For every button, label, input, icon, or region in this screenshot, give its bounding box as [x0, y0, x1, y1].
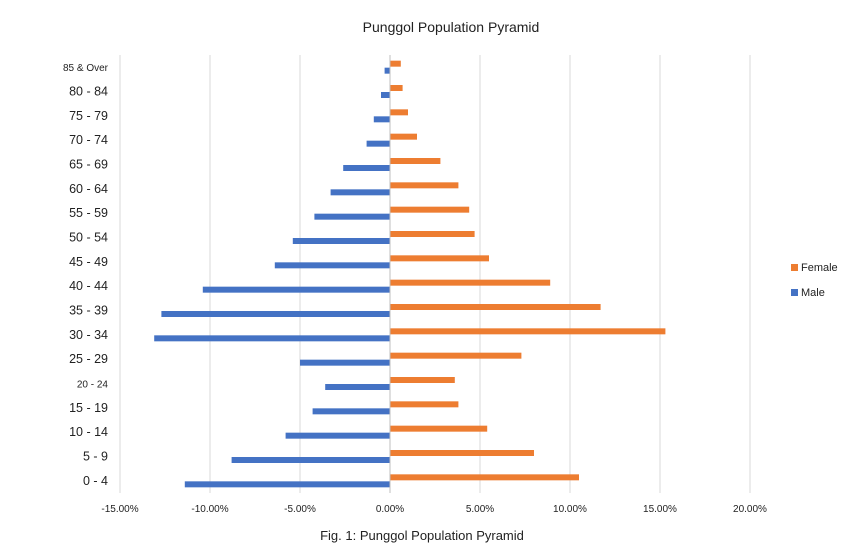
figure-caption: Fig. 1: Punggol Population Pyramid: [320, 528, 524, 543]
male-bar: [312, 408, 390, 415]
category-label: 0 - 4: [83, 474, 108, 488]
male-bar: [330, 189, 390, 196]
female-bar: [390, 231, 475, 237]
category-label: 75 - 79: [69, 109, 108, 123]
category-label: 5 - 9: [83, 450, 108, 464]
x-tick-label: 10.00%: [553, 504, 587, 515]
male-bar: [366, 140, 390, 147]
female-bar: [390, 352, 522, 359]
legend-swatch: [791, 289, 798, 296]
female-bar: [390, 133, 417, 140]
x-tick-label: -15.00%: [101, 504, 138, 515]
x-tick-label: 5.00%: [466, 504, 494, 515]
category-label: 65 - 69: [69, 158, 108, 172]
category-label: 20 - 24: [77, 380, 109, 391]
category-label: 45 - 49: [69, 255, 108, 269]
legend-swatch: [791, 264, 798, 271]
female-bar: [390, 109, 408, 116]
category-label: 70 - 74: [69, 133, 108, 147]
category-label: 55 - 59: [69, 206, 108, 220]
x-tick-label: -10.00%: [191, 504, 228, 515]
x-tick-label: -5.00%: [284, 504, 316, 515]
male-bar: [285, 432, 390, 439]
female-bar: [390, 279, 551, 286]
female-bar: [390, 255, 489, 262]
female-bar: [390, 85, 403, 91]
category-label: 35 - 39: [69, 304, 108, 318]
x-tick-label: 15.00%: [643, 504, 677, 515]
category-label: 15 - 19: [69, 401, 108, 415]
chart-title: Punggol Population Pyramid: [363, 19, 540, 35]
male-bar: [274, 262, 390, 269]
male-bar: [373, 116, 390, 123]
category-label: 30 - 34: [69, 328, 108, 342]
male-bar: [325, 384, 390, 390]
female-bar: [390, 474, 579, 481]
male-bar: [343, 165, 390, 171]
category-label: 80 - 84: [69, 85, 108, 99]
category-label: 85 & Over: [63, 63, 109, 74]
category-label: 10 - 14: [69, 425, 108, 439]
male-bar: [381, 92, 390, 98]
male-bar: [292, 238, 390, 244]
male-bar: [384, 67, 390, 74]
x-tick-label: 0.00%: [376, 504, 404, 515]
female-bar: [390, 450, 534, 456]
female-bar: [390, 206, 470, 213]
category-label: 25 - 29: [69, 352, 108, 366]
male-bar: [314, 213, 390, 220]
female-bar: [390, 328, 666, 335]
male-bar: [202, 286, 390, 293]
x-tick-label: 20.00%: [733, 504, 767, 515]
male-bar: [154, 335, 390, 342]
legend-label: Male: [801, 287, 825, 299]
female-bar: [390, 377, 455, 383]
female-bar: [390, 60, 401, 67]
female-bar: [390, 182, 459, 189]
female-bar: [390, 304, 601, 310]
male-bar: [300, 359, 390, 366]
male-bar: [231, 457, 390, 463]
category-label: 40 - 44: [69, 279, 108, 293]
male-bar: [184, 481, 390, 488]
female-bar: [390, 425, 488, 432]
legend-label: Female: [801, 262, 838, 274]
female-bar: [390, 158, 441, 164]
category-label: 50 - 54: [69, 231, 108, 245]
male-bar: [161, 311, 390, 317]
category-label: 60 - 64: [69, 182, 108, 196]
female-bar: [390, 401, 459, 408]
